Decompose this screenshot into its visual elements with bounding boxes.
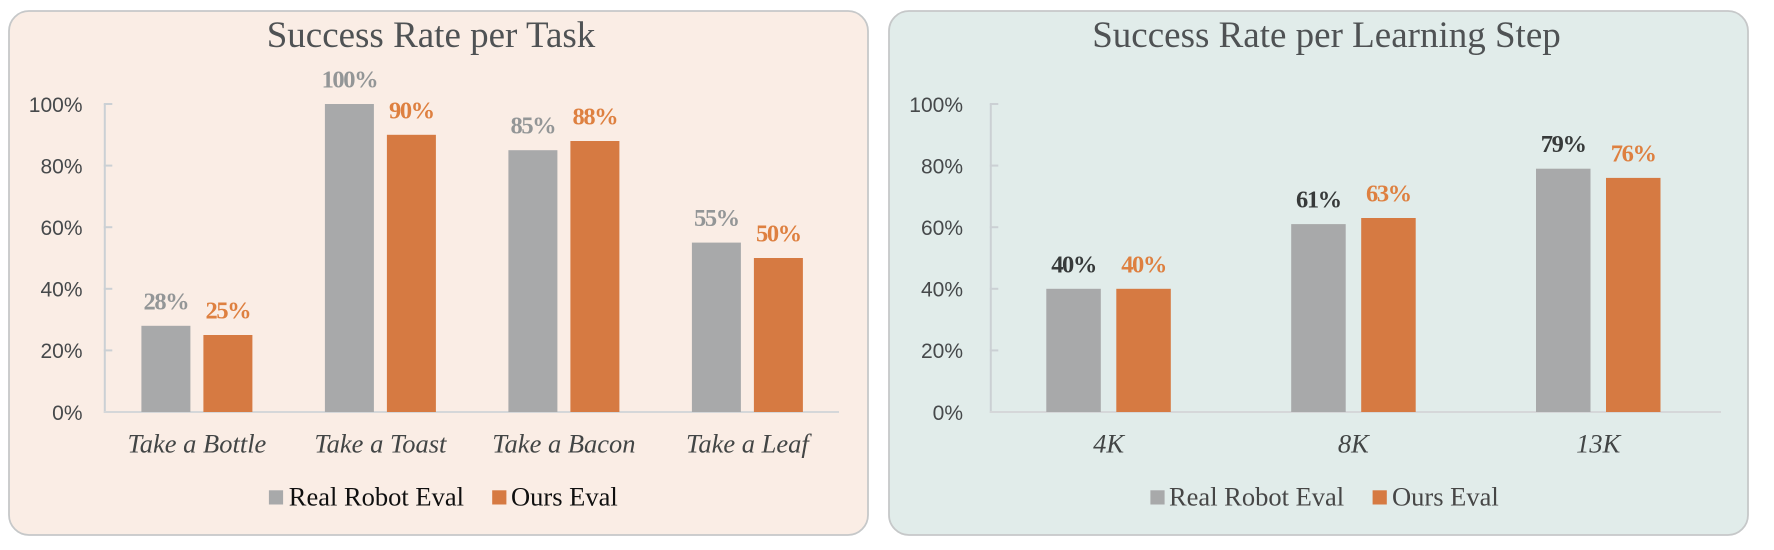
svg-text:28%: 28%	[143, 288, 188, 315]
svg-text:40%: 40%	[1121, 251, 1166, 278]
svg-text:13K: 13K	[1576, 429, 1622, 459]
svg-text:Take a Toast: Take a Toast	[314, 429, 447, 459]
svg-text:Ours Eval: Ours Eval	[1392, 482, 1499, 512]
svg-text:20%: 20%	[40, 340, 82, 363]
svg-text:40%: 40%	[921, 279, 963, 302]
svg-text:80%: 80%	[921, 155, 963, 178]
svg-text:Success Rate per Learning Step: Success Rate per Learning Step	[1092, 15, 1561, 56]
svg-text:50%: 50%	[756, 221, 801, 248]
svg-text:0%: 0%	[52, 402, 82, 425]
svg-text:80%: 80%	[40, 155, 82, 178]
svg-text:25%: 25%	[205, 298, 250, 325]
svg-text:55%: 55%	[694, 205, 739, 232]
svg-text:79%: 79%	[1541, 131, 1586, 158]
svg-text:100%: 100%	[29, 94, 83, 117]
svg-text:40%: 40%	[1051, 251, 1096, 278]
svg-text:Success Rate per Task: Success Rate per Task	[267, 15, 596, 56]
svg-text:76%: 76%	[1611, 140, 1656, 167]
svg-text:4K: 4K	[1093, 429, 1125, 459]
svg-text:88%: 88%	[572, 104, 617, 131]
svg-text:90%: 90%	[389, 97, 434, 124]
svg-text:63%: 63%	[1366, 181, 1411, 208]
svg-text:Real Robot Eval: Real Robot Eval	[289, 482, 464, 512]
svg-text:100%: 100%	[322, 67, 378, 94]
svg-text:8K: 8K	[1338, 429, 1370, 459]
svg-text:Real Robot Eval: Real Robot Eval	[1169, 482, 1344, 512]
svg-text:85%: 85%	[510, 113, 555, 140]
svg-text:Take a Bottle: Take a Bottle	[127, 429, 266, 459]
svg-text:61%: 61%	[1296, 187, 1341, 214]
svg-text:Take a Leaf: Take a Leaf	[686, 429, 812, 459]
svg-text:0%: 0%	[933, 402, 963, 425]
svg-text:60%: 60%	[921, 217, 963, 240]
svg-text:40%: 40%	[40, 279, 82, 302]
svg-text:Ours Eval: Ours Eval	[511, 482, 618, 512]
svg-text:100%: 100%	[909, 94, 963, 117]
svg-text:20%: 20%	[921, 340, 963, 363]
svg-text:60%: 60%	[40, 217, 82, 240]
svg-text:Take a Bacon: Take a Bacon	[492, 429, 635, 459]
